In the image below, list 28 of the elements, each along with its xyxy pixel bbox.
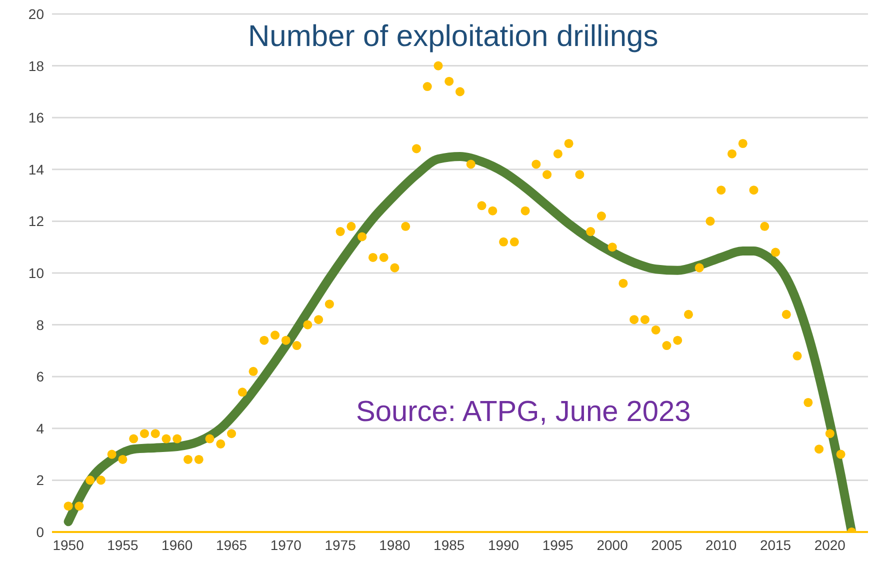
y-tick-label: 4 [36,420,44,436]
y-tick-label: 6 [36,368,44,385]
x-tick-label: 1965 [216,536,248,553]
x-tick-label: 1975 [324,536,356,553]
x-tick-label: 1985 [434,536,465,553]
x-tick-label: 1980 [379,536,410,553]
y-tick-label: 2 [36,472,44,488]
x-tick-label: 2020 [814,536,846,553]
x-tick-label: 1970 [270,536,302,553]
x-tick-label: 1955 [107,536,138,553]
y-tick-label: 20 [28,6,44,22]
x-tick-label: 1950 [52,536,84,553]
x-tick-label: 1960 [162,536,193,553]
y-tick-label: 8 [36,316,44,333]
annotation: Source: ATPG, June 2023 [356,396,691,429]
y-tick-label: 10 [28,264,44,281]
x-tick-label: 1995 [542,536,574,553]
x-tick-label: 2005 [651,536,682,553]
x-tick-label: 1990 [488,536,520,553]
x-tick-label: 2010 [706,536,737,553]
y-tick-label: 16 [28,110,44,126]
x-tick-label: 2015 [760,536,792,553]
chart-title: Number of exploitation drillings [248,20,658,54]
y-tick-label: 12 [28,213,44,230]
x-tick-label: 2000 [596,536,628,553]
y-tick-label: 14 [28,161,44,178]
y-tick-label: 0 [36,524,44,540]
y-tick-label: 18 [28,58,44,74]
